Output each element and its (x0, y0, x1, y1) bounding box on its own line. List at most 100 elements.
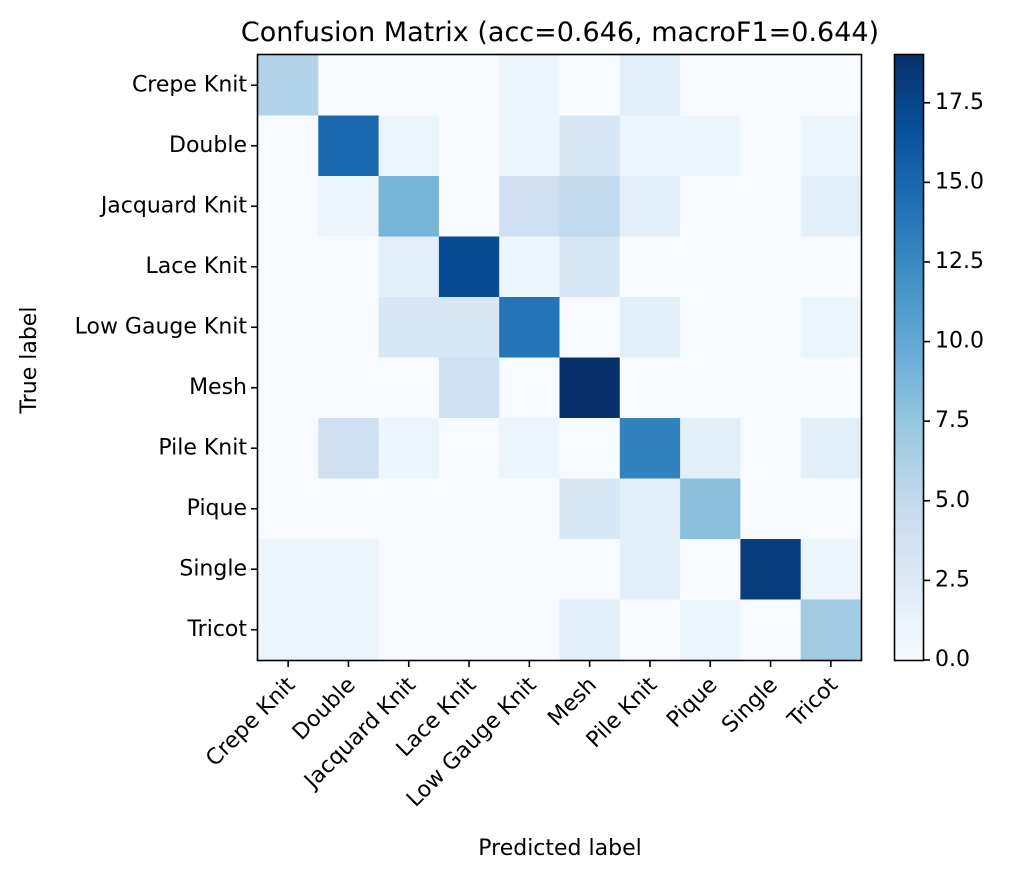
heatmap-cell (619, 236, 681, 298)
y-tick-label: Crepe Knit (132, 72, 247, 97)
heatmap-cell (740, 599, 802, 661)
heatmap-cell (619, 115, 681, 177)
y-tick-label: Pique (187, 496, 247, 521)
heatmap-cell (559, 236, 621, 298)
heatmap-cell (740, 176, 802, 238)
y-tick-label: Lace Knit (146, 254, 248, 279)
heatmap-cell (559, 115, 621, 177)
heatmap-cell (559, 357, 621, 419)
heatmap-cell (378, 418, 440, 480)
heatmap-cell (318, 478, 380, 540)
x-tick-label: Single (717, 673, 783, 739)
heatmap-cell (499, 418, 561, 480)
heatmap-cell (800, 418, 862, 480)
heatmap-cell (559, 55, 621, 117)
heatmap-cell (438, 357, 500, 419)
heatmap-cell (318, 599, 380, 661)
heatmap-cell (619, 418, 681, 480)
heatmap-cell (800, 55, 862, 117)
heatmap-cell (619, 297, 681, 359)
heatmap-cell (438, 599, 500, 661)
heatmap-cell (800, 236, 862, 298)
heatmap-cell (499, 539, 561, 601)
heatmap-cell (800, 357, 862, 419)
heatmap-cell (258, 176, 319, 238)
heatmap-cell (680, 599, 741, 661)
y-tick-label: Single (179, 556, 247, 581)
heatmap-cell (499, 55, 561, 117)
y-tick-label: Mesh (189, 375, 247, 400)
heatmap-cell (378, 236, 440, 298)
x-axis-label: Predicted label (478, 836, 641, 861)
heatmap-cell (318, 418, 380, 480)
heatmap-cell (800, 539, 862, 601)
heatmap-cell (378, 115, 440, 177)
heatmap-cell (378, 599, 440, 661)
heatmap-cell (499, 357, 561, 419)
heatmap-cell (800, 478, 862, 540)
heatmap-cell (258, 418, 319, 480)
heatmap-cell (438, 418, 500, 480)
chart-title: Confusion Matrix (acc=0.646, macroF1=0.6… (241, 17, 879, 48)
heatmap-cell (559, 418, 621, 480)
colorbar-ticks: 0.0 2.5 5.0 7.5 10.0 12.5 15.0 17.5 (923, 90, 984, 672)
x-tick-label: Pique (662, 673, 722, 733)
x-tick-label: Mesh (543, 673, 602, 732)
x-tick-label: Tricot (783, 672, 844, 733)
heatmap-cell (740, 115, 802, 177)
y-tick-label: Jacquard Knit (99, 193, 248, 218)
heatmap-cell (438, 55, 500, 117)
heatmap-cell (619, 176, 681, 238)
colorbar-tick-label: 15.0 (935, 169, 984, 194)
heatmap-cell (680, 236, 741, 298)
heatmap-cell (258, 478, 319, 540)
heatmap-cell (559, 539, 621, 601)
heatmap-cell (318, 55, 380, 117)
heatmap-cell (378, 55, 440, 117)
colorbar-tick-label: 0.0 (935, 647, 970, 672)
colorbar (893, 53, 925, 662)
heatmap-cell (559, 297, 621, 359)
heatmap-cell (499, 176, 561, 238)
heatmap-cell (438, 297, 500, 359)
heatmap-cell (318, 357, 380, 419)
heatmap-cell (258, 357, 319, 419)
colorbar-tick-label: 7.5 (935, 408, 970, 433)
heatmap-cells (258, 55, 862, 661)
heatmap-cell (559, 176, 621, 238)
heatmap-cell (800, 297, 862, 359)
heatmap-cell (378, 539, 440, 601)
heatmap-cell (499, 115, 561, 177)
heatmap-cell (680, 115, 741, 177)
heatmap-cell (619, 357, 681, 419)
heatmap-cell (378, 297, 440, 359)
heatmap-cell (740, 478, 802, 540)
y-tick-label: Tricot (186, 617, 247, 642)
heatmap-cell (619, 478, 681, 540)
heatmap-cell (559, 478, 621, 540)
colorbar-tick-label: 17.5 (935, 90, 984, 115)
y-tick-label: Pile Knit (158, 435, 247, 460)
heatmap-cell (740, 539, 802, 601)
heatmap-cell (378, 176, 440, 238)
heatmap-cell (438, 236, 500, 298)
heatmap-cell (800, 176, 862, 238)
heatmap-cell (258, 539, 319, 601)
heatmap-cell (680, 478, 741, 540)
heatmap-cell (438, 478, 500, 540)
heatmap-cell (258, 115, 319, 177)
colorbar-tick-label: 2.5 (935, 567, 970, 592)
heatmap-cell (258, 55, 319, 117)
heatmap-cell (680, 176, 741, 238)
heatmap-cell (619, 539, 681, 601)
y-axis-ticks: Crepe Knit Double Jacquard Knit Lace Knit Lo… (75, 72, 258, 642)
y-axis-label: True label (17, 307, 42, 415)
heatmap-cell (499, 599, 561, 661)
heatmap-cell (800, 115, 862, 177)
heatmap-cell (258, 599, 319, 661)
heatmap-cell (438, 115, 500, 177)
heatmap-cell (318, 236, 380, 298)
heatmap-cell (619, 599, 681, 661)
heatmap-cell (740, 236, 802, 298)
